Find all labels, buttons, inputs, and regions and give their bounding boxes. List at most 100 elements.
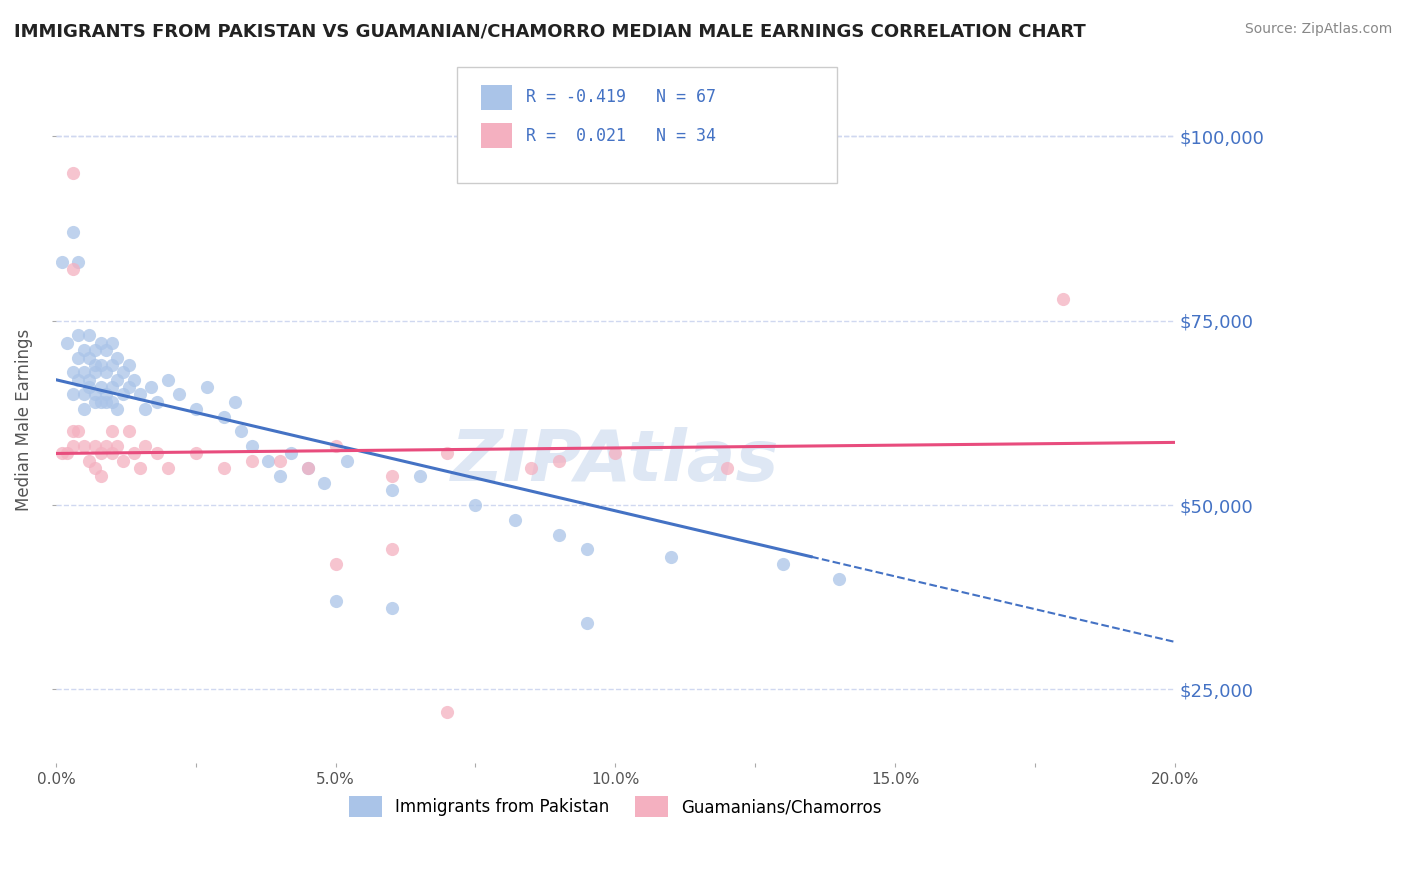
Point [90,335,112,350]
Point [117,425,139,439]
Point [56,335,79,350]
Point [67,254,90,268]
Point [325,557,347,571]
Point [90,446,112,460]
Text: IMMIGRANTS FROM PAKISTAN VS GUAMANIAN/CHAMORRO MEDIAN MALE EARNINGS CORRELATION : IMMIGRANTS FROM PAKISTAN VS GUAMANIAN/CH… [14,22,1085,40]
Point [605,446,627,460]
Point [122,446,145,460]
Point [297,461,319,475]
Point [128,387,150,401]
Point [156,461,179,475]
Point [79,328,101,343]
Point [1052,292,1074,306]
Point [101,335,124,350]
Point [73,402,96,417]
Point [380,542,402,557]
Point [62,225,84,239]
Point [73,343,96,358]
Point [122,373,145,387]
Point [62,387,84,401]
Point [79,380,101,394]
Point [224,395,246,409]
Point [240,454,263,468]
Point [212,409,235,424]
Point [62,365,84,379]
Text: Source: ZipAtlas.com: Source: ZipAtlas.com [1244,22,1392,37]
Point [84,343,107,358]
Point [101,446,124,460]
Point [84,461,107,475]
Point [139,380,162,394]
Point [212,461,235,475]
Point [90,468,112,483]
Point [128,461,150,475]
Text: R =  0.021   N = 34: R = 0.021 N = 34 [526,127,716,145]
Point [56,446,79,460]
Point [297,461,319,475]
Point [96,439,118,453]
Point [112,365,135,379]
Point [229,425,252,439]
Point [84,395,107,409]
Point [96,387,118,401]
Point [62,439,84,453]
Point [117,358,139,372]
Point [184,446,207,460]
Point [659,549,682,564]
Point [325,594,347,608]
Point [117,380,139,394]
Point [464,498,486,512]
Point [436,705,458,719]
Point [436,446,458,460]
Point [67,328,90,343]
Point [90,380,112,394]
Legend: Immigrants from Pakistan, Guamanians/Chamorros: Immigrants from Pakistan, Guamanians/Cha… [342,789,889,823]
Point [62,425,84,439]
Point [107,351,129,365]
Point [101,380,124,394]
Point [96,395,118,409]
Point [576,542,599,557]
Point [73,439,96,453]
Point [325,439,347,453]
Point [73,387,96,401]
Point [772,557,794,571]
Point [269,454,291,468]
Point [380,468,402,483]
Point [107,439,129,453]
Point [576,615,599,630]
Point [134,402,156,417]
Point [145,395,167,409]
Point [167,387,190,401]
Point [51,254,73,268]
Point [336,454,359,468]
Point [67,351,90,365]
Point [257,454,280,468]
Point [314,475,336,490]
Point [716,461,738,475]
Point [195,380,218,394]
Point [62,166,84,180]
Point [96,343,118,358]
Point [828,572,851,586]
Point [62,262,84,277]
Point [548,527,571,541]
Y-axis label: Median Male Earnings: Median Male Earnings [15,329,32,511]
Point [269,468,291,483]
Point [84,358,107,372]
Point [67,373,90,387]
Point [107,373,129,387]
Point [96,365,118,379]
Point [79,351,101,365]
Point [112,454,135,468]
Point [380,601,402,615]
Point [112,387,135,401]
Point [280,446,302,460]
Point [503,513,526,527]
Point [380,483,402,498]
Text: R = -0.419   N = 67: R = -0.419 N = 67 [526,88,716,106]
Point [107,402,129,417]
Point [84,439,107,453]
Point [134,439,156,453]
Point [101,358,124,372]
